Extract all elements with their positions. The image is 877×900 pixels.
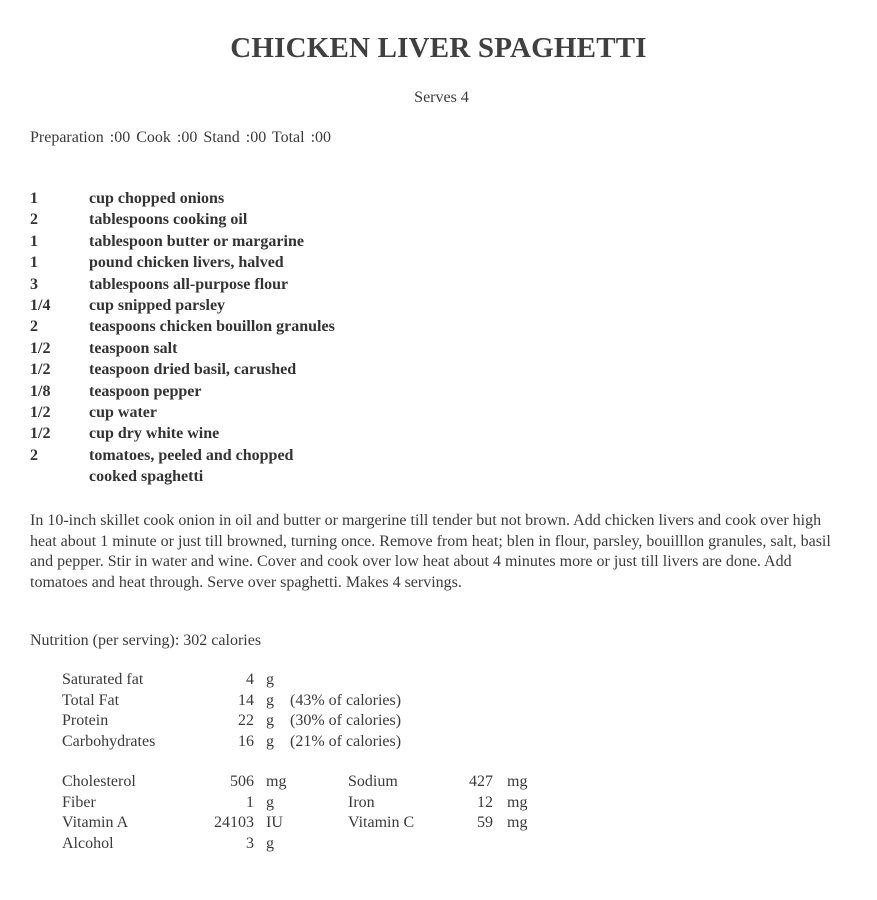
ingredient-text: tablespoon butter or margarine bbox=[89, 232, 304, 250]
nutrient-label: Alcohol bbox=[62, 835, 114, 853]
nutrient-label: Iron bbox=[348, 793, 375, 811]
ingredient-text: cooked spaghetti bbox=[89, 468, 204, 486]
nutrient-unit: g bbox=[266, 691, 274, 709]
nutrient-unit: g bbox=[266, 712, 274, 730]
ingredient-text: teaspoons chicken bouillon granules bbox=[89, 318, 335, 336]
nutrient-label: Saturated fat bbox=[62, 671, 144, 688]
nutrient-value: 24103 bbox=[214, 814, 254, 832]
ingredient-item: 1/4 cup snipped parsley bbox=[30, 297, 225, 315]
nutrient-percent: (30% of calories) bbox=[290, 712, 402, 730]
nutrient-unit: g bbox=[266, 793, 274, 811]
directions: In 10-inch skillet cook onion in oil and… bbox=[30, 512, 831, 591]
nutrient-percent: (21% of calories) bbox=[290, 733, 402, 751]
ingredient-item: 1 pound chicken livers, halved bbox=[30, 254, 284, 272]
ingredient-text: cup snipped parsley bbox=[89, 297, 226, 314]
servings: Serves 4 bbox=[414, 89, 469, 106]
nutrient-unit: mg bbox=[507, 773, 528, 790]
nutrient-label: Sodium bbox=[348, 773, 398, 790]
ingredient-item: 1/8 teaspoon pepper bbox=[30, 383, 201, 401]
nutrient-label: Protein bbox=[62, 712, 109, 730]
nutrient-unit: mg bbox=[266, 773, 287, 790]
nutrient-value: 4 bbox=[246, 671, 254, 688]
ingredient-quantity: 2 bbox=[30, 318, 38, 336]
ingredient-quantity: 1 bbox=[30, 254, 38, 272]
ingredient-quantity: 1/2 bbox=[30, 361, 51, 379]
nutrient-unit: g bbox=[266, 671, 274, 688]
nutrient-unit: g bbox=[266, 733, 274, 751]
recipe-title: CHICKEN LIVER SPAGHETTI bbox=[230, 32, 647, 64]
nutrient-value: 16 bbox=[238, 733, 254, 751]
ingredient-text: pound chicken livers, halved bbox=[89, 254, 284, 272]
ingredient-text: tomatoes, peeled and chopped bbox=[89, 446, 294, 464]
ingredient-quantity: 1/8 bbox=[30, 382, 51, 400]
ingredient-quantity: 2 bbox=[30, 446, 38, 464]
ingredient-text: teaspoon dried basil, carushed bbox=[89, 361, 297, 379]
ingredient-text: teaspoon pepper bbox=[89, 382, 202, 400]
ingredient-text: tablespoons all-purpose flour bbox=[89, 275, 289, 293]
nutrient-value: 427 bbox=[469, 773, 493, 790]
ingredient-text: cup chopped onions bbox=[89, 190, 225, 207]
nutrient-label: Vitamin C bbox=[348, 814, 415, 832]
nutrient-value: 12 bbox=[477, 793, 493, 811]
ingredient-quantity: 1/2 bbox=[30, 425, 51, 443]
ingredient-item: 2 tomatoes, peeled and chopped bbox=[30, 447, 293, 465]
ingredient-quantity: 1/2 bbox=[30, 404, 51, 421]
nutrient-percent: (43% of calories) bbox=[290, 691, 402, 709]
nutrition-heading: Nutrition (per serving): 302 calories bbox=[30, 632, 262, 649]
ingredient-item: 1/2 teaspoon dried basil, carushed bbox=[30, 361, 296, 379]
nutrient-value: 1 bbox=[246, 793, 254, 811]
ingredient-item: 1/2 cup dry white wine bbox=[30, 425, 219, 443]
ingredient-quantity: 1/4 bbox=[30, 297, 51, 314]
nutrient-unit: g bbox=[266, 835, 274, 853]
nutrient-label: Cholesterol bbox=[62, 773, 136, 790]
ingredient-quantity: 1 bbox=[30, 190, 38, 207]
ingredient-item: 1/2 cup water bbox=[30, 404, 157, 422]
time-summary: Preparation :00 Cook :00 Stand :00 Total… bbox=[30, 129, 332, 146]
nutrient-label: Carbohydrates bbox=[62, 733, 156, 751]
nutrient-unit: IU bbox=[266, 814, 283, 832]
ingredient-item: 3 tablespoons all-purpose flour bbox=[30, 276, 288, 294]
ingredient-item: 1/2 teaspoon salt bbox=[30, 340, 177, 358]
nutrient-unit: mg bbox=[507, 814, 528, 832]
nutrient-label: Total Fat bbox=[62, 691, 120, 709]
ingredient-item: 2 teaspoons chicken bouillon granules bbox=[30, 318, 335, 336]
ingredient-quantity: 3 bbox=[30, 275, 38, 293]
nutrient-unit: mg bbox=[507, 793, 528, 811]
nutrient-label: Fiber bbox=[62, 793, 96, 811]
ingredient-text: cup dry white wine bbox=[89, 425, 220, 443]
ingredient-quantity: 1/2 bbox=[30, 339, 51, 357]
nutrient-value: 506 bbox=[230, 773, 254, 790]
ingredient-quantity: 1 bbox=[30, 232, 38, 250]
ingredient-item: 1 cup chopped onions bbox=[30, 190, 224, 208]
ingredient-quantity: 2 bbox=[30, 211, 38, 229]
nutrient-label: Vitamin A bbox=[62, 814, 129, 832]
ingredient-item: cooked spaghetti bbox=[30, 468, 203, 486]
ingredient-item: 2 tablespoons cooking oil bbox=[30, 211, 247, 229]
nutrient-value: 22 bbox=[238, 712, 254, 730]
nutrient-value: 3 bbox=[246, 835, 254, 853]
nutrient-value: 14 bbox=[238, 691, 254, 709]
ingredient-text: tablespoons cooking oil bbox=[89, 211, 248, 229]
ingredient-item: 1 tablespoon butter or margarine bbox=[30, 233, 304, 251]
ingredient-text: teaspoon salt bbox=[89, 339, 178, 357]
ingredient-text: cup water bbox=[89, 404, 157, 421]
nutrient-value: 59 bbox=[477, 814, 493, 832]
